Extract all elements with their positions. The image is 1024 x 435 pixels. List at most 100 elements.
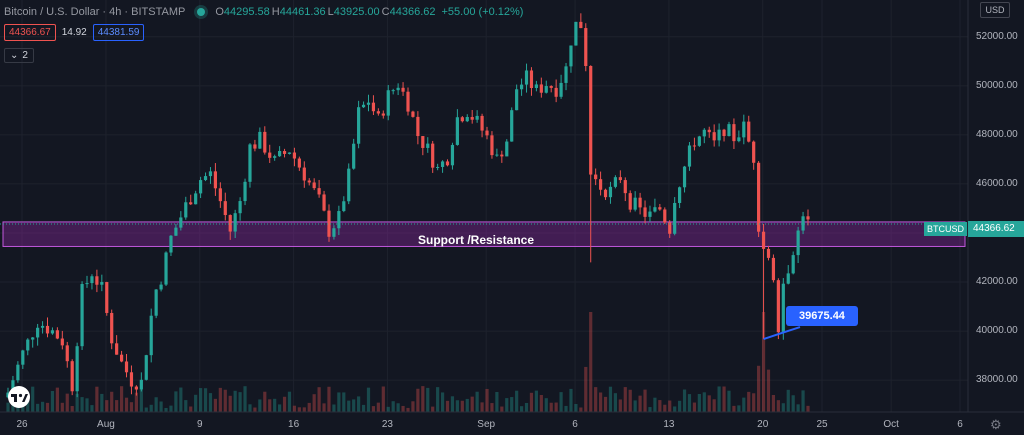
candle-body xyxy=(115,343,119,355)
volume-bar xyxy=(174,391,178,412)
volume-bar xyxy=(534,390,538,412)
symbol-title[interactable]: Bitcoin / U.S. Dollar · 4h · BITSTAMP xyxy=(4,6,186,18)
candle-body xyxy=(450,144,455,166)
volume-bar xyxy=(50,390,55,412)
candle-body xyxy=(194,193,198,205)
time-tick-label: Aug xyxy=(97,419,115,430)
volume-bar xyxy=(213,398,218,412)
candle-body xyxy=(608,186,613,198)
volume-bar xyxy=(796,404,800,412)
volume-bar xyxy=(431,406,435,412)
volume-bar xyxy=(524,402,529,412)
candle-body xyxy=(292,152,297,159)
candle-body xyxy=(643,207,647,217)
volume-bar xyxy=(643,389,647,412)
candle-body xyxy=(653,207,657,212)
volume-bar xyxy=(574,403,578,412)
candle-body xyxy=(164,252,168,285)
volume-bar xyxy=(737,405,741,412)
candle-body xyxy=(124,361,129,373)
candle-body xyxy=(159,284,163,290)
candle-body xyxy=(436,166,440,168)
candle-body xyxy=(668,222,672,234)
volume-bar xyxy=(90,405,94,412)
volume-bar xyxy=(223,389,227,412)
candle-body xyxy=(411,111,415,117)
time-tick-label: 16 xyxy=(288,419,300,430)
volume-bar xyxy=(460,400,464,412)
candle-body xyxy=(55,330,59,339)
time-tick-label: 9 xyxy=(196,419,203,430)
currency-button[interactable]: USD xyxy=(980,2,1010,18)
volume-bar xyxy=(406,407,410,412)
candle-body xyxy=(519,84,524,90)
volume-bar xyxy=(475,391,479,412)
candle-body xyxy=(791,255,795,274)
time-tick-label: 6 xyxy=(957,419,963,430)
candle-body xyxy=(287,152,292,154)
candle-body xyxy=(144,355,148,380)
candle-body xyxy=(233,213,237,232)
volume-bar xyxy=(26,397,30,412)
support-resistance-zone[interactable] xyxy=(2,221,966,247)
volume-bar xyxy=(544,398,548,412)
volume-bar xyxy=(297,407,301,412)
candle-body xyxy=(307,180,311,183)
volume-bar xyxy=(648,407,652,412)
volume-bar xyxy=(381,386,385,412)
tradingview-logo-icon[interactable] xyxy=(4,386,34,408)
price-callout[interactable]: 39675.44 xyxy=(786,306,858,326)
candle-body xyxy=(337,211,341,229)
candle-body xyxy=(455,117,459,145)
candle-body xyxy=(505,141,509,157)
change-value: +55.00 (+0.12%) xyxy=(441,6,524,18)
candle-body xyxy=(85,283,89,285)
indicators-toggle-button[interactable]: ⌄ 2 xyxy=(4,48,34,63)
candle-body xyxy=(633,197,637,210)
candle-body xyxy=(618,177,622,181)
volume-bar xyxy=(159,401,163,412)
time-tick-label: Sep xyxy=(477,419,496,430)
volume-bar xyxy=(65,393,69,412)
volume-bar xyxy=(115,400,119,412)
sell-button[interactable]: 44366.67 xyxy=(4,24,56,41)
candle-body xyxy=(149,315,153,356)
candle-body xyxy=(603,189,608,198)
candle-body xyxy=(342,201,346,212)
volume-bar xyxy=(450,396,455,412)
volume-bar xyxy=(554,402,558,412)
volume-bar xyxy=(668,400,672,412)
candle-body xyxy=(628,193,632,210)
volume-bar xyxy=(786,389,790,412)
candle-body xyxy=(282,151,287,154)
buy-button[interactable]: 44381.59 xyxy=(92,24,145,41)
chevron-down-icon: ⌄ xyxy=(10,50,19,61)
volume-bar xyxy=(317,387,321,412)
volume-bar xyxy=(658,400,662,412)
candle-body xyxy=(376,111,380,114)
volume-bar xyxy=(371,406,376,412)
low-key: L xyxy=(327,6,334,18)
gear-icon[interactable]: ⚙ xyxy=(990,417,1002,432)
candle-body xyxy=(179,217,183,228)
open-value: 44295.58 xyxy=(223,6,270,18)
market-status-icon xyxy=(197,8,206,16)
candle-body xyxy=(263,131,267,153)
candle-body xyxy=(381,113,385,116)
candle-body xyxy=(203,176,208,181)
volume-bar xyxy=(129,402,134,412)
volume-bar xyxy=(401,405,405,412)
candle-body xyxy=(727,124,731,137)
volume-bar xyxy=(618,399,622,412)
candle-body xyxy=(327,210,331,237)
volume-bar xyxy=(732,405,736,412)
volume-bar xyxy=(361,404,366,412)
volume-bar xyxy=(766,369,771,412)
candle-body xyxy=(722,129,726,137)
volume-bar xyxy=(278,404,282,412)
price-tick-label: 48000.00 xyxy=(976,128,1018,140)
candle-body xyxy=(623,180,627,194)
candle-body xyxy=(110,312,114,344)
candle-body xyxy=(445,161,450,166)
